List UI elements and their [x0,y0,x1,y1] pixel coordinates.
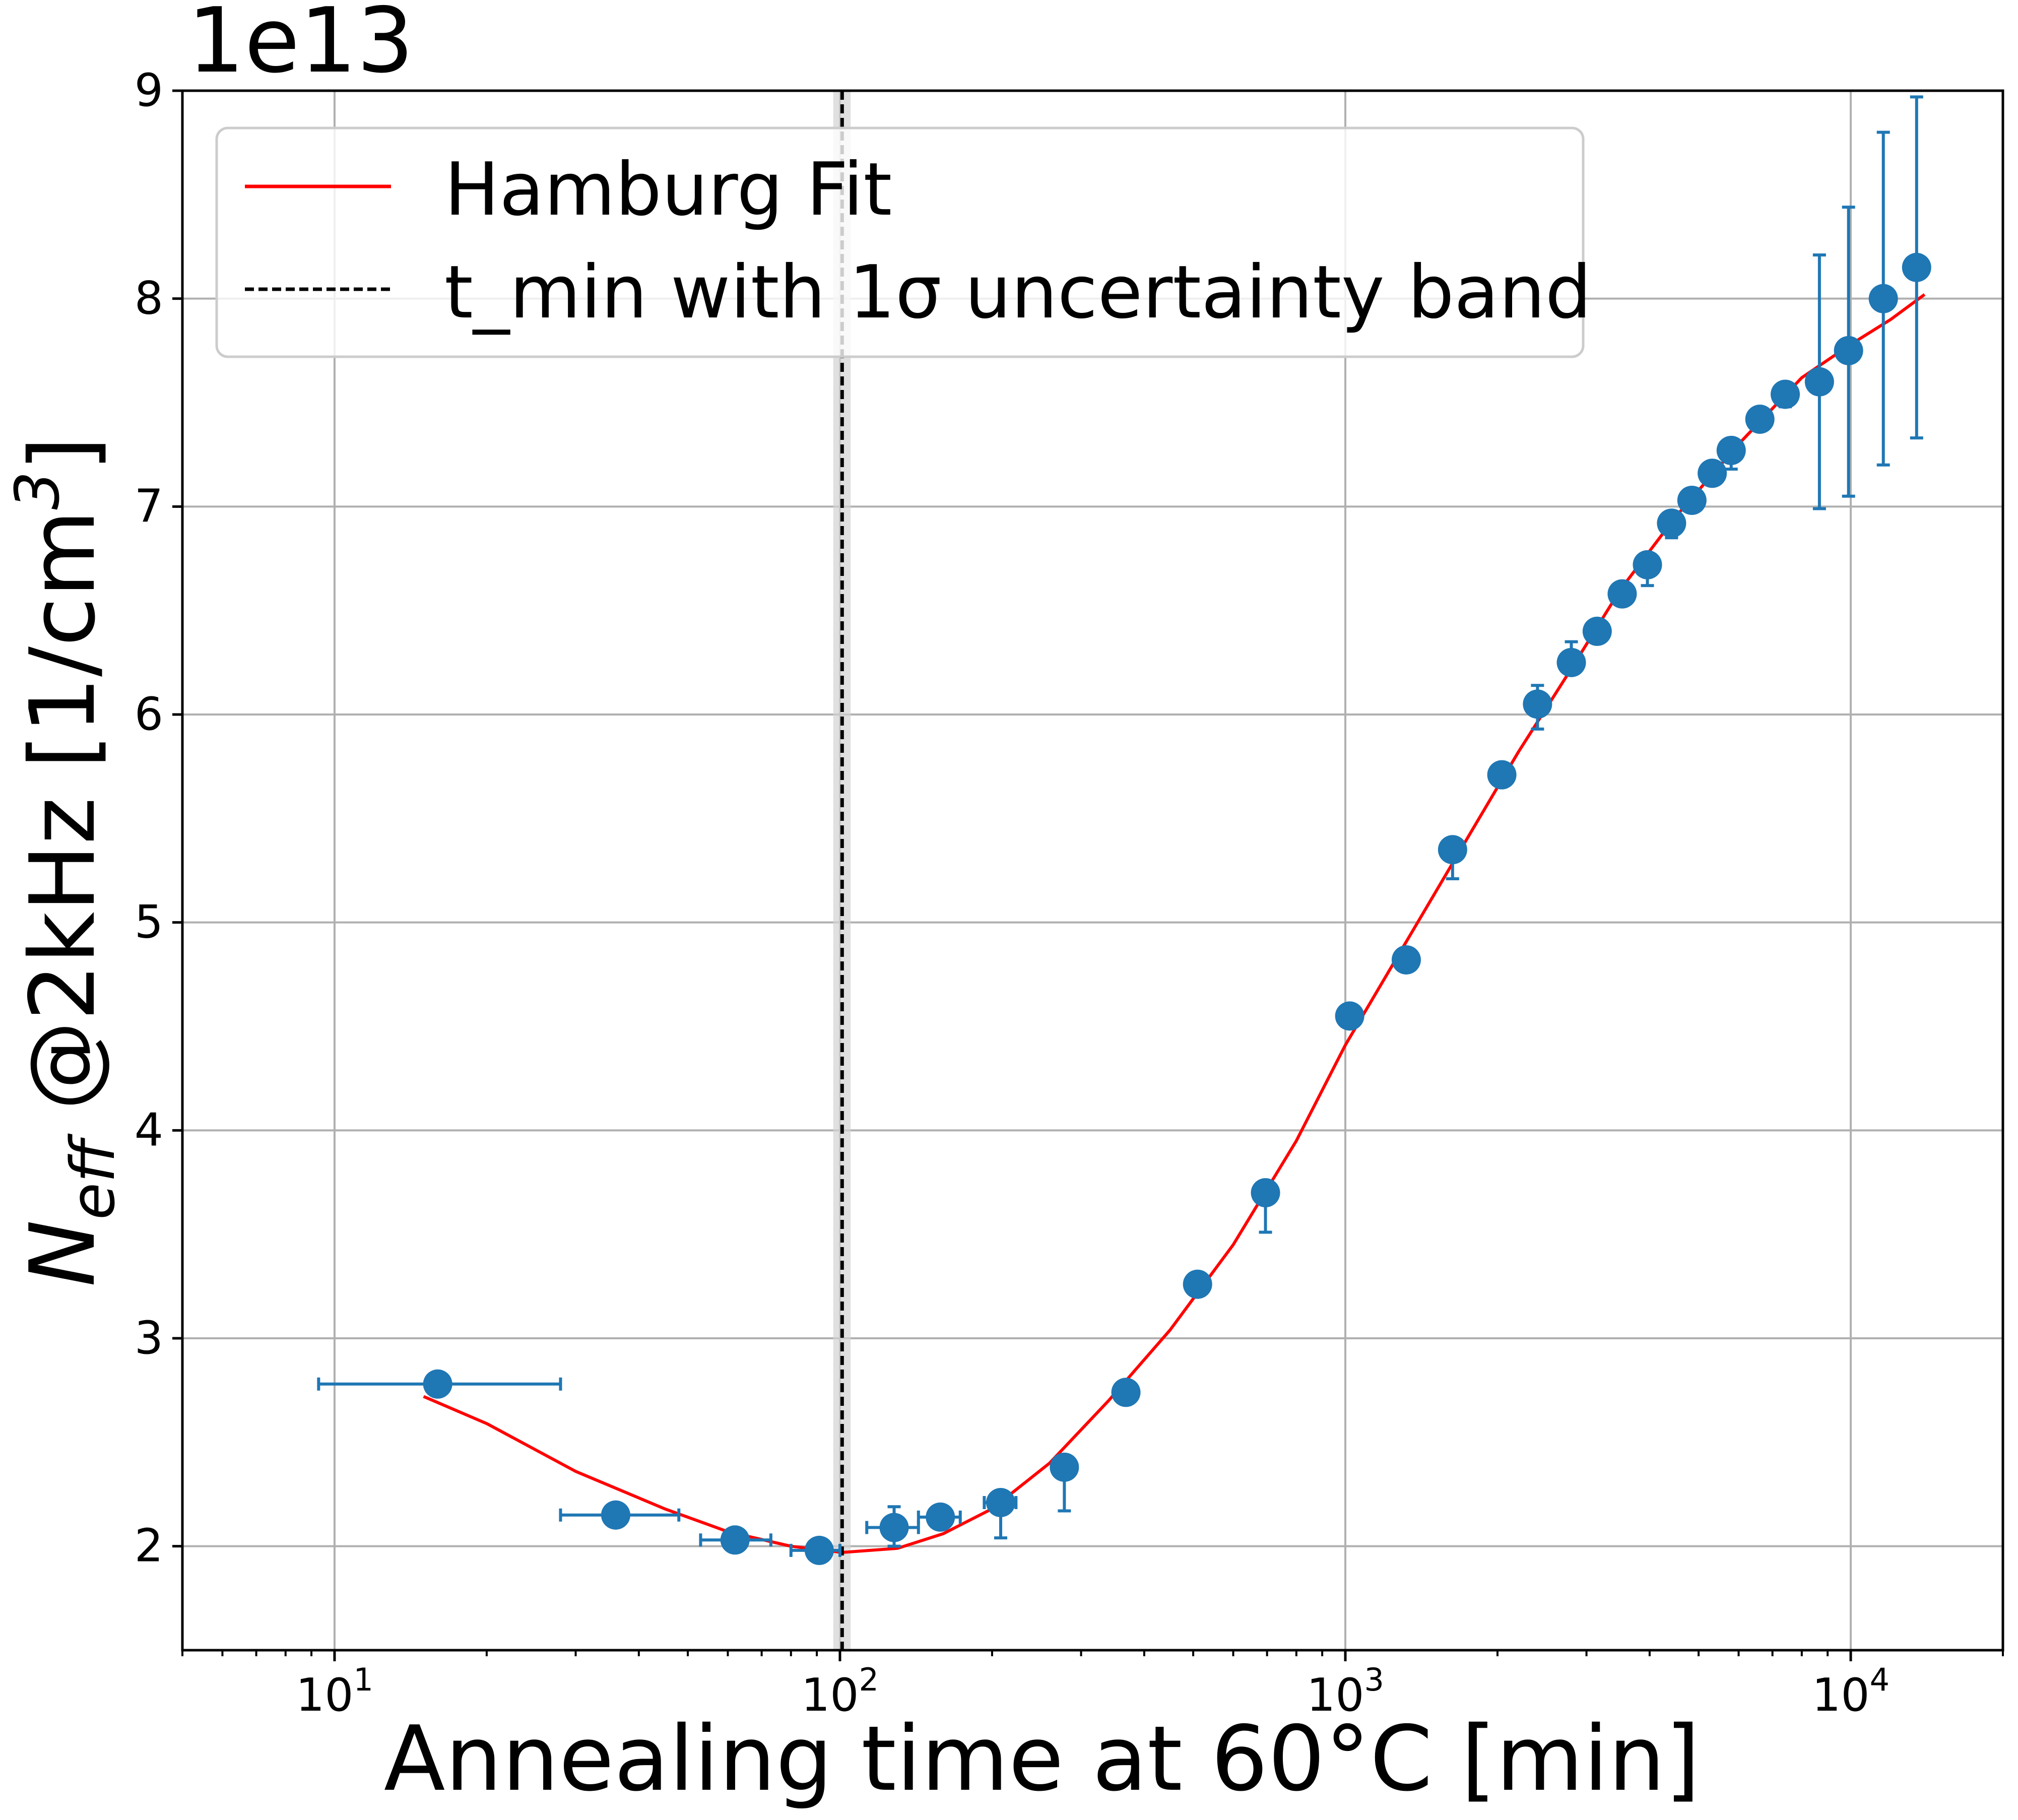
legend-tmin-label: t_min with 1σ uncertainty band [444,250,1592,335]
x-tick-exponent: 2 [859,1661,879,1698]
data-point [1582,616,1612,646]
data-point [1771,379,1800,409]
data-points [317,95,1931,1565]
legend-box [215,126,1585,358]
y-tick-label: 5 [135,896,163,949]
data-point [1523,689,1552,719]
y-tick-label: 7 [135,480,163,533]
data-point [1438,835,1467,865]
data-point [1111,1378,1141,1407]
x-tick-exponent: 3 [1364,1661,1384,1698]
data-point [1335,1001,1364,1031]
x-tick-label: 103 [1307,1661,1384,1722]
y-tick-label: 2 [135,1520,163,1573]
y-label-superscript: 3 [3,471,73,509]
data-point [926,1502,955,1532]
y-label-subscript: eff [58,1133,128,1220]
data-point [1391,945,1421,974]
x-tick-base: 10 [1307,1669,1364,1722]
data-point [1633,550,1662,579]
y-tick-label: 8 [135,272,163,325]
x-tick-label: 102 [801,1661,879,1722]
y-label-closing: ] [11,436,115,471]
plot-frame [181,89,2004,1652]
data-point [986,1488,1016,1518]
y-axis-label: Neff @2kHz [1/cm3] [3,436,128,1287]
data-point [1677,485,1707,515]
data-point [1902,252,1931,282]
x-tick-base: 10 [801,1669,859,1722]
y-multiplier-label: 1e13 [187,0,414,93]
data-point [1804,367,1834,397]
data-point [1868,284,1898,313]
data-point [423,1369,452,1399]
y-label-unit: @2kHz [1/cm [11,510,115,1139]
legend-fit-label: Hamburg Fit [444,147,892,232]
data-point [1657,508,1686,538]
y-label-n: N [11,1220,115,1287]
data-point [1183,1269,1212,1299]
y-tick-label: 4 [135,1103,163,1156]
data-point [1556,647,1586,677]
data-point [1834,336,1863,365]
y-tick-label: 6 [135,688,163,741]
data-point [804,1535,834,1565]
axes [181,89,2004,1652]
y-tick-label: 9 [135,64,163,117]
x-tick-base: 10 [296,1669,354,1722]
data-point [879,1513,909,1542]
y-tick-label: 3 [135,1312,163,1364]
x-axis-label: Annealing time at 60°C [min] [384,1707,1700,1811]
x-tick-label: 101 [296,1661,373,1722]
data-point [1050,1452,1079,1482]
x-tick-exponent: 4 [1870,1661,1890,1698]
data-point [1251,1178,1280,1208]
x-tick-base: 10 [1812,1669,1870,1722]
data-point [1745,405,1775,434]
data-point [1487,760,1517,790]
legend: Hamburg Fit t_min with 1σ uncertainty ba… [215,126,1592,358]
data-point [1716,435,1746,465]
x-tick-exponent: 1 [353,1661,373,1698]
data-point [720,1525,750,1555]
data-point [1698,459,1727,488]
x-tick-label: 104 [1812,1661,1890,1722]
data-point [601,1500,630,1530]
data-point [1607,579,1637,609]
